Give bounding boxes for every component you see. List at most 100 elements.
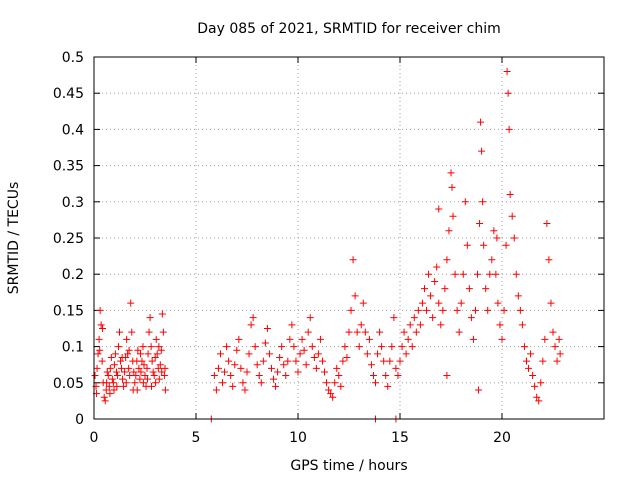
data-point [502,241,510,249]
data-point [537,379,545,387]
data-point [108,375,116,383]
x-tick-label: 15 [391,430,409,446]
data-point [414,306,422,314]
data-point [496,321,504,329]
data-point [120,382,128,390]
data-point [492,270,500,278]
data-point [272,382,280,390]
data-point [278,343,286,351]
data-point [343,353,351,361]
data-point [363,350,371,358]
data-point [522,357,530,365]
data-point [110,386,118,394]
data-point [159,328,167,336]
data-point [331,379,339,387]
y-tick-label: 0.35 [53,159,84,175]
data-point [505,125,513,133]
data-point [378,343,386,351]
data-point [531,382,539,390]
data-point [339,357,347,365]
data-point [284,357,292,365]
data-point [525,364,533,372]
data-point [110,361,118,369]
data-point [117,357,125,365]
data-point [292,357,300,365]
data-point [551,343,559,351]
data-point [294,368,302,376]
data-point [435,205,443,213]
data-point [427,292,435,300]
x-tick-label: 20 [493,430,511,446]
data-point [478,147,486,155]
data-point [125,346,133,354]
data-point [102,386,110,394]
data-point [263,325,271,332]
axis-ticks: 0 0.05 0.1 0.15 0.2 0.25 0.3 0.35 0.4 0.45 0.5 0 5 10… [53,50,604,446]
data-point [235,335,243,343]
y-tick-label: 0.3 [62,195,84,211]
data-point [247,321,255,329]
data-point [555,335,563,343]
data-point [151,353,159,361]
data-point [103,379,111,387]
data-point [553,357,561,365]
data-point [239,379,247,387]
data-point [398,343,406,351]
data-point [150,372,158,380]
data-point [431,277,439,285]
data-point [261,339,269,347]
data-point [158,310,166,318]
data-point [113,372,121,380]
data-point [304,328,312,336]
data-point [443,256,451,264]
data-point [106,390,114,398]
data-point [533,393,541,401]
data-point [361,328,369,336]
data-point [486,270,494,278]
data-point [516,306,524,314]
data-point [549,328,557,336]
data-point [406,321,414,329]
data-point [448,183,456,191]
data-point [480,241,488,249]
data-point [459,270,467,278]
data-point [337,382,345,390]
data-point [380,357,388,365]
data-point [547,299,555,307]
data-point [535,397,543,405]
data-point [216,350,224,358]
data-point [437,321,445,329]
data-point [477,118,485,126]
data-point [94,350,102,358]
data-point [455,328,463,336]
data-point [137,368,145,376]
data-point [372,379,380,387]
data-point [126,372,134,380]
data-point [161,386,169,394]
data-point [445,227,453,235]
data-point [116,328,123,336]
data-point [494,299,502,307]
grid-lines [94,57,604,419]
data-point [510,234,518,242]
data-point [345,328,353,336]
data-point [327,390,335,398]
data-point [132,372,140,380]
data-point [245,350,253,358]
data-point [100,393,108,401]
plot-border [93,56,605,420]
data-point [425,270,433,278]
data-point [410,314,418,322]
data-point [323,379,331,387]
data-point [474,270,482,278]
data-point [243,368,251,376]
data-point [500,306,508,314]
data-point [113,382,121,390]
data-point [210,372,218,380]
data-point [146,314,154,322]
data-point [359,299,367,307]
data-point [527,350,535,358]
y-tick-label: 0.5 [62,50,84,66]
data-point [463,241,471,249]
data-point [484,306,492,314]
